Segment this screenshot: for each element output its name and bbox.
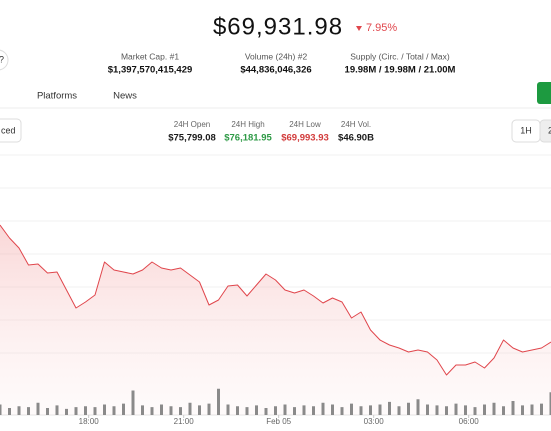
volume-bar — [236, 406, 239, 415]
day-stat-label: 24H Low — [289, 120, 321, 129]
interval-button[interactable] — [539, 119, 551, 143]
day-stat-label: 24H High — [231, 120, 264, 129]
volume-bar — [46, 408, 49, 415]
volume-bar — [264, 408, 268, 415]
volume-bar — [302, 405, 306, 415]
stat-label: Market Cap. #1 — [121, 51, 179, 61]
volume-bar — [55, 405, 59, 415]
volume-bar — [169, 406, 173, 415]
volume-bar — [93, 407, 97, 415]
volume-bar — [36, 402, 40, 415]
interval-label[interactable]: 2 — [548, 125, 551, 135]
day-stat-value: $75,799.08 — [168, 133, 216, 144]
volume-bar — [378, 404, 382, 415]
help-icon[interactable]: ? — [0, 54, 4, 64]
day-stat-value: $76,181.95 — [224, 133, 272, 144]
stat-value: 19.98M / 19.98M / 21.00M — [345, 65, 456, 76]
x-tick-label: Feb 05 — [266, 417, 291, 426]
day-stat-label: 24H Open — [174, 120, 210, 129]
volume-bar — [255, 405, 258, 415]
volume-bar — [511, 401, 515, 415]
volume-bar — [207, 403, 211, 415]
volume-bar — [112, 406, 116, 415]
volume-bar — [198, 405, 201, 415]
volume-bar — [502, 406, 505, 415]
volume-bar — [274, 406, 277, 415]
left-button[interactable] — [0, 118, 22, 143]
help-button[interactable] — [0, 49, 9, 71]
volume-bar — [530, 404, 534, 415]
volume-bar — [435, 405, 439, 415]
volume-bar — [416, 399, 420, 415]
tab[interactable]: Platforms — [37, 91, 77, 102]
day-stat-label: 24H Vol. — [341, 120, 371, 129]
volume-bar — [350, 403, 353, 415]
volume-bar — [293, 407, 296, 415]
volume-bar — [321, 402, 325, 415]
volume-bar — [179, 407, 182, 415]
volume-bar — [226, 404, 230, 415]
volume-bar — [369, 405, 372, 415]
volume-bar — [445, 406, 448, 415]
volume-bar — [245, 407, 249, 415]
day-stat-value: $46.90B — [338, 133, 374, 144]
volume-bar — [160, 404, 163, 415]
price-line — [0, 224, 551, 376]
volume-bar — [549, 392, 551, 415]
volume-bar — [27, 407, 30, 415]
volume-bar — [397, 406, 401, 415]
volume-bar — [84, 406, 87, 415]
volume-bar — [407, 402, 410, 415]
volume-bar — [388, 401, 391, 415]
volume-bar — [188, 402, 192, 415]
volume-bar — [103, 404, 106, 415]
left-button-label[interactable]: ced — [1, 125, 16, 135]
volume-bar — [74, 407, 78, 415]
volume-bar — [312, 406, 315, 415]
volume-bar — [473, 407, 477, 415]
volume-bar — [340, 407, 344, 415]
x-tick-label: 18:00 — [79, 417, 100, 426]
interval-label[interactable]: 1H — [520, 125, 532, 135]
volume-bar — [141, 405, 144, 415]
volume-bar — [540, 403, 543, 415]
volume-bar — [492, 402, 496, 415]
action-button[interactable] — [537, 82, 551, 104]
volume-bar — [17, 406, 21, 415]
volume-bar — [521, 405, 524, 415]
volume-bar — [0, 404, 2, 415]
volume-bar — [131, 390, 135, 415]
x-tick-label: 03:00 — [364, 417, 385, 426]
volume-bar — [454, 403, 458, 415]
price: $69,931.98 — [213, 13, 343, 40]
stat-label: Supply (Circ. / Total / Max) — [350, 51, 450, 61]
volume-bar — [464, 405, 467, 415]
day-stat-value: $69,993.93 — [281, 133, 329, 144]
volume-bar — [359, 406, 363, 415]
volume-bar — [8, 408, 11, 415]
volume-bar — [283, 404, 287, 415]
down-arrow — [356, 26, 362, 31]
price-change: 7.95% — [366, 22, 397, 34]
stat-label: Volume (24h) #2 — [245, 51, 308, 61]
volume-bar — [65, 408, 68, 415]
volume-bar — [122, 403, 125, 415]
stat-value: $44,836,046,326 — [240, 65, 311, 76]
x-tick-label: 06:00 — [459, 417, 480, 426]
tab[interactable]: News — [113, 91, 137, 102]
volume-bar — [426, 404, 429, 415]
volume-bar — [150, 407, 154, 415]
volume-bar — [483, 404, 486, 415]
volume-bar — [331, 404, 334, 415]
volume-bar — [217, 388, 220, 415]
stat-value: $1,397,570,415,429 — [108, 65, 193, 76]
x-tick-label: 21:00 — [174, 417, 195, 426]
